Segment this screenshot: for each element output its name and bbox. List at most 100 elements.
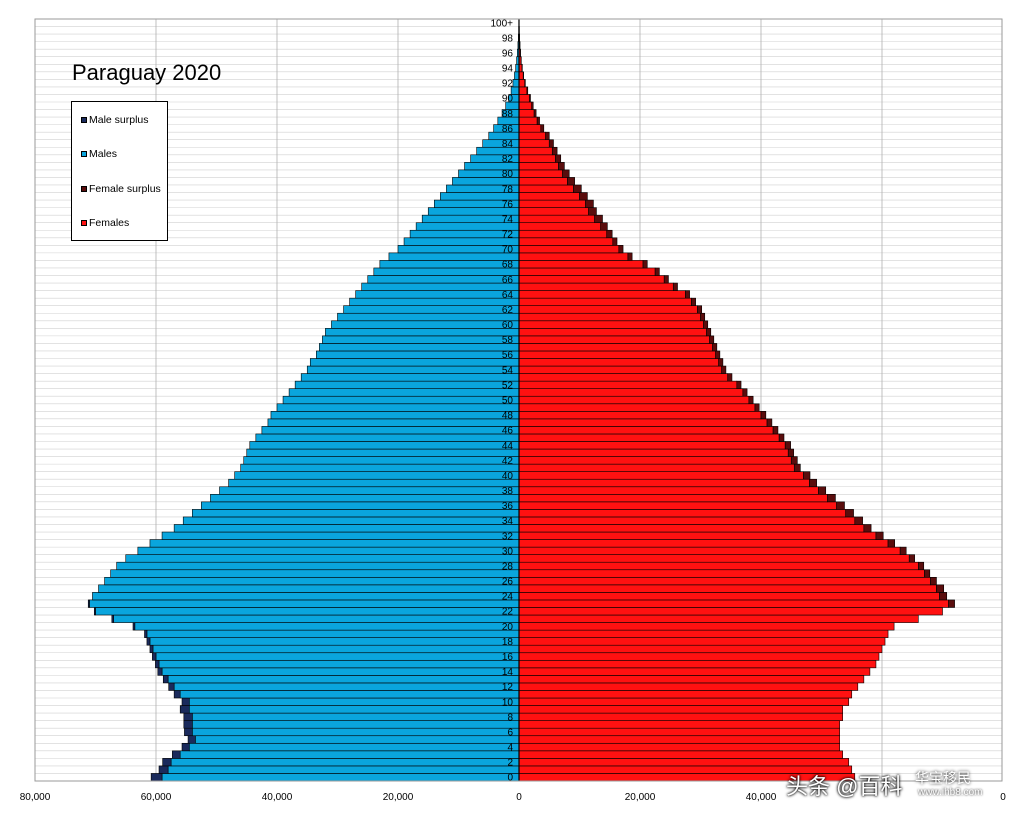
age-tick-label: 0 (507, 773, 513, 784)
legend-label: Male surplus (89, 114, 149, 126)
female-bar (518, 373, 729, 382)
female-bar (518, 418, 768, 427)
male-bar (188, 742, 520, 752)
male-bar (95, 607, 520, 616)
female-bar (518, 237, 614, 246)
male-surplus-bar (173, 690, 181, 699)
age-tick-label: 50 (502, 396, 514, 407)
male-surplus-bar (158, 765, 169, 774)
male-bar (179, 690, 520, 699)
male-bar (161, 667, 520, 676)
male-bar (331, 320, 520, 329)
age-tick-label: 56 (502, 350, 514, 361)
male-surplus-bar (187, 735, 196, 744)
male-surplus-bar (146, 637, 151, 646)
female-surplus-bar (948, 599, 955, 608)
age-tick-label: 54 (502, 365, 514, 376)
age-tick-label: 42 (502, 456, 514, 467)
legend-label: Females (89, 217, 130, 229)
female-surplus-bar (528, 94, 531, 103)
female-bar (518, 546, 901, 555)
age-tick-label: 68 (502, 260, 514, 271)
female-bar (518, 705, 843, 714)
male-surplus-bar (149, 644, 154, 654)
female-surplus-bar (526, 86, 529, 95)
male-bar (149, 637, 520, 646)
age-tick-label: 72 (502, 230, 514, 241)
age-tick-label: 26 (502, 577, 514, 588)
female-surplus-bar (558, 162, 565, 171)
female-bar (518, 109, 535, 118)
female-bar (518, 524, 865, 533)
female-bar (518, 297, 692, 306)
female-bar (518, 282, 674, 291)
age-tick-label: 96 (502, 48, 514, 59)
male-bar (379, 260, 520, 269)
male-bar (249, 441, 520, 450)
male-bar (294, 380, 520, 389)
female-bar (518, 131, 546, 141)
female-bar (518, 305, 698, 314)
male-bar (170, 758, 520, 767)
female-surplus-bar (618, 245, 624, 254)
female-bar (518, 471, 804, 480)
female-surplus-bar (663, 275, 669, 284)
legend-item-females: Females (81, 217, 129, 229)
male-bar (514, 71, 520, 80)
male-bar (343, 305, 520, 314)
male-bar (397, 245, 520, 254)
female-surplus-bar (588, 207, 597, 216)
female-surplus-bar (585, 199, 594, 208)
male-surplus-bar (184, 727, 193, 737)
male-bar (388, 252, 520, 261)
female-bar (518, 712, 843, 721)
female-bar (518, 335, 710, 344)
male-bar (188, 705, 520, 714)
male-bar (288, 388, 520, 397)
female-surplus-bar (612, 237, 618, 246)
female-surplus-bar (524, 79, 526, 88)
male-bar (367, 275, 520, 284)
male-bar (89, 599, 520, 608)
female-bar (518, 682, 859, 691)
male-surplus-bar (111, 614, 114, 623)
female-bar (518, 539, 889, 548)
male-bar (195, 735, 520, 744)
female-surplus-bar (579, 192, 588, 201)
female-surplus-bar (727, 373, 733, 382)
female-surplus-bar (548, 139, 554, 148)
male-bar (316, 350, 520, 359)
female-bar (518, 592, 940, 601)
male-bar (325, 328, 520, 337)
male-bar (161, 773, 520, 782)
age-tick-label: 46 (502, 426, 514, 437)
female-bar (518, 94, 530, 103)
legend-label: Males (89, 148, 118, 160)
male-bar (146, 629, 520, 638)
female-bar (518, 614, 919, 623)
male-bar (192, 712, 520, 721)
male-surplus-bar (155, 659, 160, 669)
male-bar (373, 267, 520, 276)
female-surplus-bar (573, 184, 582, 193)
male-bar (319, 343, 520, 352)
age-tick-label: 86 (502, 124, 514, 135)
female-surplus-bar (760, 411, 767, 420)
male-bar (282, 395, 520, 405)
age-tick-label: 20 (502, 622, 514, 633)
male-bar (173, 682, 520, 691)
male-bar (337, 312, 520, 322)
age-tick-label: 36 (502, 501, 514, 512)
female-bar (518, 554, 910, 563)
female-surplus-bar (567, 177, 575, 186)
female-surplus-bar (787, 448, 794, 457)
female-bar (518, 116, 538, 125)
male-bar (306, 365, 520, 374)
female-bar (518, 139, 550, 148)
female-bar (518, 659, 877, 669)
female-surplus-bar (600, 222, 608, 231)
male-bar (267, 418, 520, 427)
female-bar (518, 328, 707, 337)
age-tick-label: 84 (502, 139, 514, 150)
female-surplus-bar (908, 554, 915, 563)
